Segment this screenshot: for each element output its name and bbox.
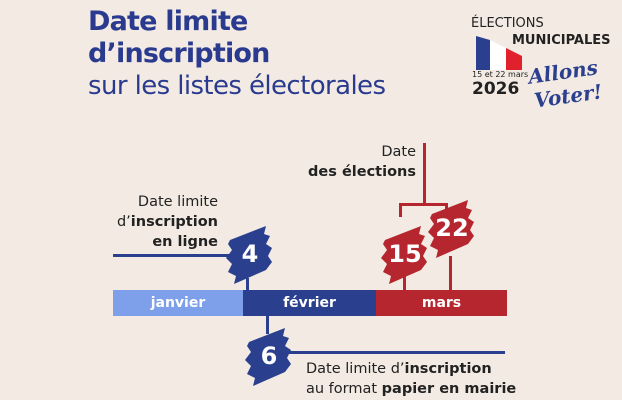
connector-15 <box>403 276 406 290</box>
french-flag-icon <box>476 36 522 70</box>
elections-stem <box>423 143 426 205</box>
elections-label: Date des élections <box>308 142 416 182</box>
bracket-right <box>445 203 448 211</box>
day-number: 6 <box>260 342 278 370</box>
logo-elections: ÉLECTIONS <box>471 16 544 31</box>
day-number: 15 <box>388 240 422 268</box>
logo-dates: 15 et 22 mars <box>472 70 529 79</box>
label-bold: inscription <box>130 214 218 230</box>
label-line: Date <box>381 144 416 160</box>
logo-municipales: MUNICIPALES <box>512 33 611 48</box>
label-bold: des élections <box>308 164 416 180</box>
connector-22 <box>449 256 452 290</box>
online-deadline-label: Date limite d’inscription en ligne <box>117 192 218 252</box>
day-badge-6: 6 <box>245 328 293 386</box>
paper-deadline-line <box>285 351 505 354</box>
elections-bracket <box>399 203 448 206</box>
label-bold: papier en mairie <box>381 381 517 397</box>
day-badge-22: 22 <box>428 200 476 258</box>
title-line-1: Date limite <box>88 6 248 37</box>
day-number: 22 <box>435 214 469 242</box>
day-badge-15: 15 <box>381 226 429 284</box>
logo-year: 2026 <box>472 79 520 99</box>
month-fevrier: février <box>243 290 376 316</box>
day-badge-4: 4 <box>226 226 274 284</box>
connector-6 <box>266 316 269 334</box>
label-text: au format <box>306 381 382 397</box>
connector-4 <box>246 278 249 290</box>
day-number: 4 <box>241 240 259 268</box>
paper-deadline-label: Date limite d’inscription au format papi… <box>306 359 516 399</box>
bracket-left <box>399 203 402 217</box>
month-mars: mars <box>376 290 507 316</box>
title-line-2: d’inscription <box>88 38 270 69</box>
label-text: Date limite d’ <box>306 361 405 377</box>
month-label: janvier <box>150 295 206 311</box>
elections-logo: ÉLECTIONS MUNICIPALES 15 et 22 mars 2026… <box>468 12 618 117</box>
label-text: d’ <box>116 214 131 230</box>
label-line: Date limite <box>137 194 218 210</box>
title-line-3: sur les listes électorales <box>88 71 386 101</box>
month-label: mars <box>421 295 462 311</box>
month-janvier: janvier <box>113 290 243 316</box>
label-bold: en ligne <box>152 234 218 250</box>
month-label: février <box>283 295 336 311</box>
label-bold: inscription <box>404 361 492 377</box>
online-deadline-line <box>113 254 233 257</box>
